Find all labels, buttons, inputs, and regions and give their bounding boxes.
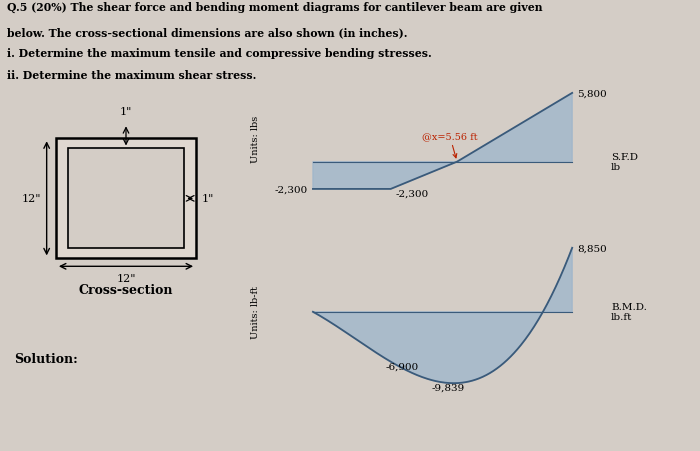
Text: -2,300: -2,300 <box>274 185 308 194</box>
Text: 5,800: 5,800 <box>578 89 607 98</box>
Text: 12": 12" <box>21 194 41 204</box>
Text: 1": 1" <box>202 194 214 204</box>
Text: 1": 1" <box>120 107 132 117</box>
Text: 8,850: 8,850 <box>578 244 607 253</box>
Text: S.F.D
lb: S.F.D lb <box>611 152 638 172</box>
Text: i. Determine the maximum tensile and compressive bending stresses.: i. Determine the maximum tensile and com… <box>7 48 432 59</box>
Text: B.M.D.
lb.ft: B.M.D. lb.ft <box>611 303 647 322</box>
Text: 12": 12" <box>116 274 136 284</box>
Text: ii. Determine the maximum shear stress.: ii. Determine the maximum shear stress. <box>7 69 256 80</box>
Text: Solution:: Solution: <box>14 352 78 365</box>
Text: Units: lbs: Units: lbs <box>251 115 260 162</box>
Polygon shape <box>313 248 572 383</box>
Text: Cross-section: Cross-section <box>78 284 174 297</box>
Text: Q.5 (20%) The shear force and bending moment diagrams for cantilever beam are gi: Q.5 (20%) The shear force and bending mo… <box>7 2 542 14</box>
Bar <box>68 149 184 249</box>
Bar <box>56 139 196 259</box>
Text: -6,900: -6,900 <box>386 362 419 371</box>
Text: -9,839: -9,839 <box>431 383 464 392</box>
Text: @x=5.56 ft: @x=5.56 ft <box>422 132 477 158</box>
Polygon shape <box>313 94 572 189</box>
Text: below. The cross-sectional dimensions are also shown (in inches).: below. The cross-sectional dimensions ar… <box>7 27 407 38</box>
Text: -2,300: -2,300 <box>396 189 429 198</box>
Text: Units: lb-ft: Units: lb-ft <box>251 285 260 339</box>
